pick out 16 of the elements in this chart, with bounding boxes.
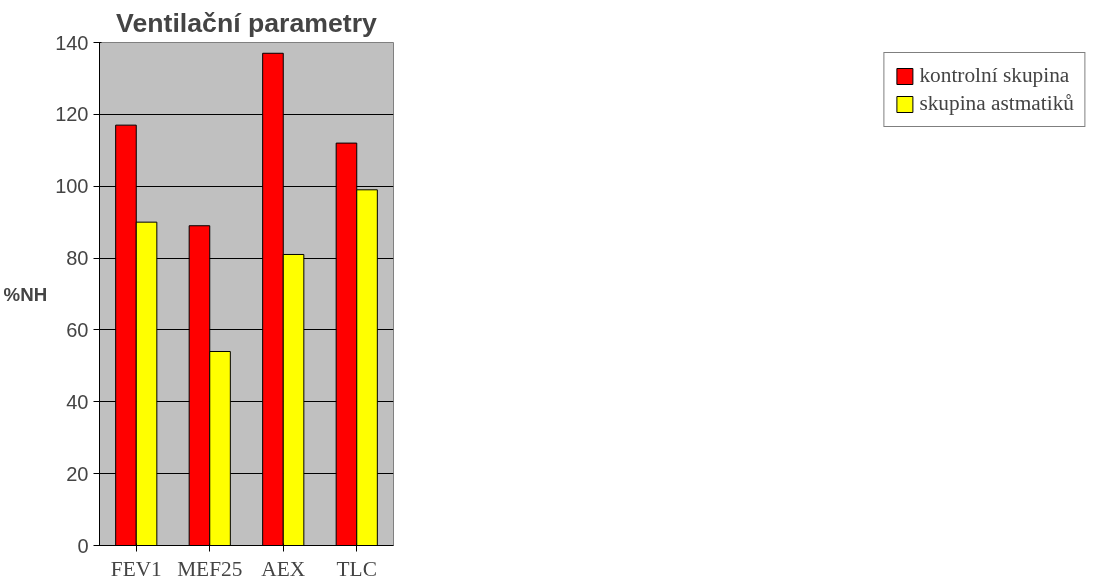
chart-title: Ventilační parametry bbox=[116, 7, 378, 38]
y-tick-label: 40 bbox=[66, 390, 89, 413]
y-tick-label: 140 bbox=[55, 31, 89, 54]
y-axis-title: %NH bbox=[3, 283, 48, 305]
y-tick-label: 100 bbox=[55, 175, 89, 198]
y-tick-label: 20 bbox=[66, 462, 89, 485]
x-tick-label: FEV1 bbox=[110, 556, 162, 581]
y-tick-label: 60 bbox=[66, 318, 89, 341]
y-tick-label: 120 bbox=[55, 103, 89, 126]
x-tick-label: AEX bbox=[261, 556, 306, 581]
y-tick-label: 0 bbox=[77, 534, 89, 557]
x-tick-label: MEF25 bbox=[177, 556, 243, 581]
legend-label: skupina astmatiků bbox=[919, 91, 1074, 116]
x-tick-label: TLC bbox=[336, 556, 377, 581]
legend-label: kontrolní skupina bbox=[919, 63, 1070, 88]
y-tick-label: 80 bbox=[66, 247, 89, 270]
